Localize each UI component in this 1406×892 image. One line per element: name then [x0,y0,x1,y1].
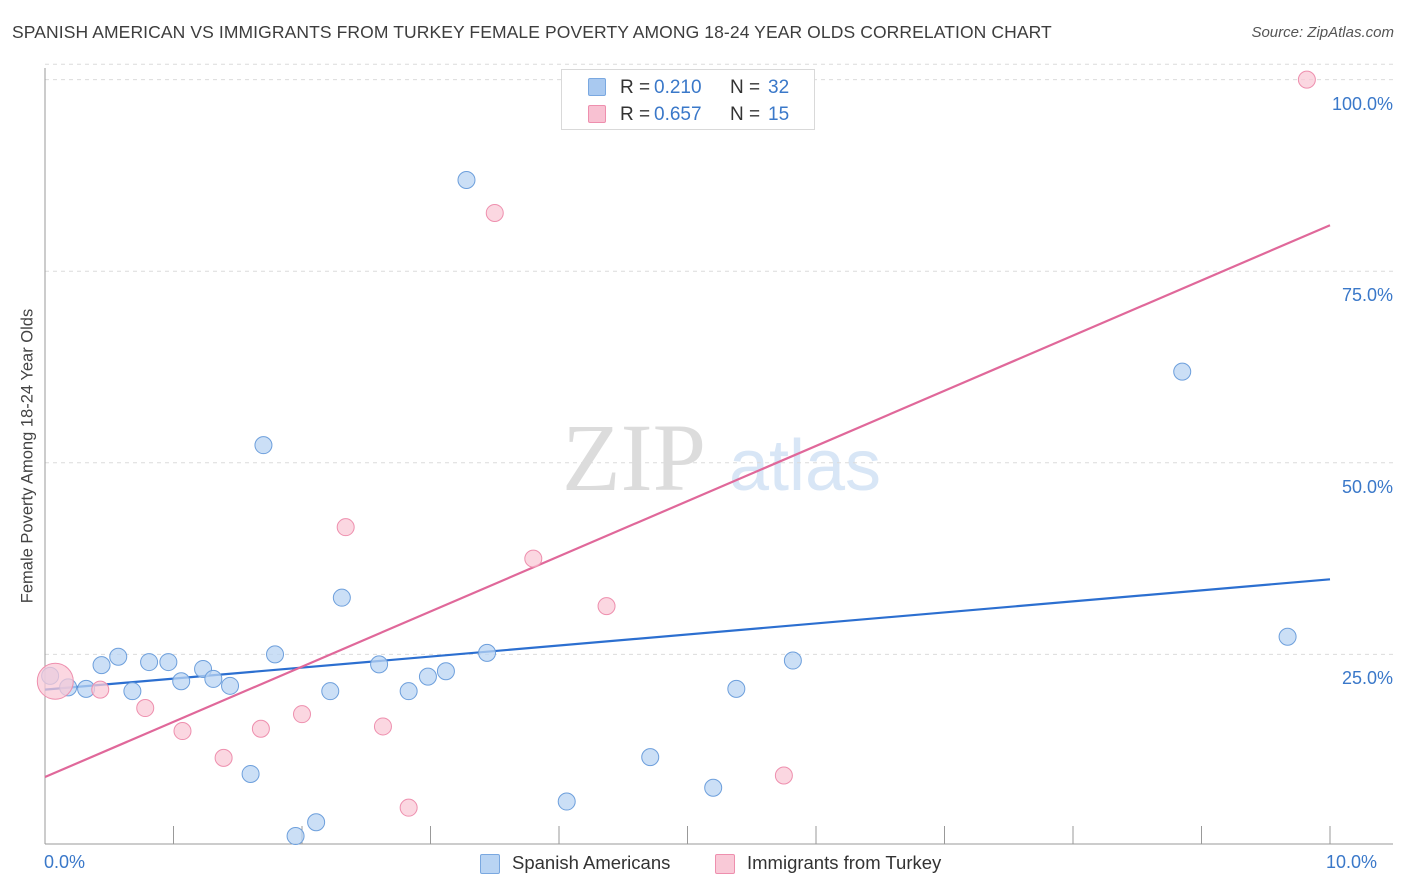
point-turkey[interactable] [136,699,155,718]
point-spanish[interactable] [727,679,746,698]
point-spanish[interactable] [332,588,351,607]
bottom-legend-swatch-turkey [715,854,735,874]
x-tick-label-min: 0.0% [44,852,86,872]
y-tick-label: 100.0% [1331,93,1393,114]
point-spanish[interactable] [221,676,240,695]
point-spanish[interactable] [241,764,260,783]
point-spanish[interactable] [457,170,476,189]
bottom-legend-label-spanish: Spanish Americans [512,852,671,873]
point-turkey[interactable] [524,549,543,568]
point-spanish[interactable] [140,653,159,672]
trend-line-spanish [44,578,1331,691]
point-turkey[interactable] [251,719,270,738]
point-spanish[interactable] [399,682,418,701]
point-spanish[interactable] [1173,362,1192,381]
point-spanish[interactable] [783,651,802,670]
point-spanish[interactable] [307,813,326,832]
point-spanish[interactable] [641,748,660,767]
legend-r-value: 0.657 [654,104,702,125]
point-spanish[interactable] [159,653,178,672]
point-spanish[interactable] [266,645,285,664]
point-spanish[interactable] [418,667,437,686]
source-label: Source: ZipAtlas.com [1251,24,1394,41]
point-spanish[interactable] [370,655,389,674]
point-turkey[interactable] [91,680,110,699]
watermark-zip: ZIP [562,404,706,511]
point-spanish[interactable] [254,436,273,455]
stats-legend: R = 0.210 N = 32 R = 0.657 N = 15 [561,69,815,130]
point-spanish[interactable] [92,656,111,675]
legend-r-value: 0.210 [654,77,702,98]
point-spanish[interactable] [123,682,142,701]
chart-title: SPANISH AMERICAN VS IMMIGRANTS FROM TURK… [12,22,1052,42]
point-turkey[interactable] [1297,70,1316,89]
legend-r-label: R = [620,104,651,125]
point-spanish[interactable] [109,647,128,666]
point-spanish[interactable] [172,672,191,691]
point-spanish[interactable] [286,827,305,846]
point-spanish[interactable] [704,778,723,797]
bottom-legend-label-turkey: Immigrants from Turkey [747,852,942,873]
x-tick-label-max: 10.0% [1326,852,1378,872]
point-turkey[interactable] [399,798,418,817]
point-turkey[interactable] [293,705,311,724]
point-turkey[interactable] [214,748,233,767]
point-spanish[interactable] [557,792,576,811]
y-tick-label: 25.0% [1341,668,1393,689]
point-spanish[interactable] [321,682,340,701]
point-spanish[interactable] [436,662,455,681]
y-tick-label: 50.0% [1341,476,1393,497]
legend-swatch-spanish [588,78,606,96]
trend-line-turkey [44,224,1331,779]
point-turkey[interactable] [485,203,504,222]
point-spanish[interactable] [478,643,497,662]
point-turkey[interactable] [336,518,355,537]
legend-r-label: R = [620,77,651,98]
legend-swatch-turkey [588,105,606,123]
point-turkey[interactable] [36,662,74,700]
point-turkey[interactable] [373,717,392,736]
point-spanish[interactable] [1278,627,1297,646]
point-turkey[interactable] [173,722,192,741]
legend-n-value: 32 [768,77,790,98]
legend-n-label: N = [730,104,761,125]
y-tick-label: 75.0% [1341,285,1393,306]
legend-n-label: N = [730,77,761,98]
point-turkey[interactable] [774,766,793,785]
point-spanish[interactable] [204,669,223,688]
legend-n-value: 15 [768,104,790,125]
point-turkey[interactable] [597,597,616,616]
bottom-legend-swatch-spanish [480,854,500,874]
watermark-atlas: atlas [729,426,881,506]
